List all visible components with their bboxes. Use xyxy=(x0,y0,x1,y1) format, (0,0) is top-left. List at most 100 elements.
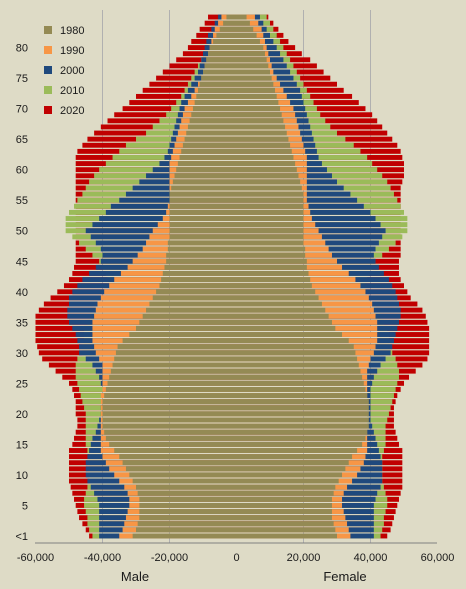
bar-male-1980-age-18 xyxy=(102,423,237,429)
bar-female-1980-age-15 xyxy=(236,441,363,447)
bar-female-1980-age-36 xyxy=(236,313,329,319)
bar-female-1980-age-83 xyxy=(236,26,254,32)
y-tick-label: 30 xyxy=(16,348,28,360)
bar-male-1980-age-11 xyxy=(125,466,237,472)
bar-female-1980-age-13 xyxy=(236,454,353,460)
bar-female-1980-age-9 xyxy=(236,478,339,484)
bar-male-1980-age-20 xyxy=(102,411,237,417)
bar-male-1980-age-78 xyxy=(206,57,237,63)
bar-male-1980-age-15 xyxy=(109,441,237,447)
bar-male-1980-age-83 xyxy=(219,26,237,32)
bar-female-1980-age-41 xyxy=(236,283,312,289)
bar-female-1980-age-39 xyxy=(236,295,319,301)
bar-male-1980-age-10 xyxy=(129,472,237,478)
bar-female-1980-age-67 xyxy=(236,124,286,130)
legend-swatch-1990 xyxy=(44,46,52,54)
bar-female-1980-age-68 xyxy=(236,118,284,124)
bar-male-1980-age-32 xyxy=(122,338,237,344)
y-tick-label: 25 xyxy=(16,378,28,390)
bar-male-1980-age-40 xyxy=(156,289,237,295)
bar-female-1980-age-58 xyxy=(236,179,301,185)
bar-female-1980-age-43 xyxy=(236,271,309,276)
bar-female-1980-age-34 xyxy=(236,325,336,331)
bar-female-1980-age-20 xyxy=(236,411,369,417)
bar-male-1980-age-85 xyxy=(226,14,237,20)
bar-female-1980-age-62 xyxy=(236,155,294,160)
bar-male-1980-age-33 xyxy=(129,332,237,337)
bar-female-1980-age-73 xyxy=(236,87,276,93)
bar-male-1980-age-67 xyxy=(187,124,237,130)
bar-female-1980-age-60 xyxy=(236,167,297,173)
bar-male-1980-age-79 xyxy=(208,51,237,57)
bar-female-1980-age-54 xyxy=(236,203,304,209)
bar-male-1980-age-44 xyxy=(164,264,237,270)
bar-female-1980-age-6 xyxy=(236,496,332,502)
bar-female-1980-age-85 xyxy=(236,14,247,20)
bar-female-1980-age-22 xyxy=(236,399,369,405)
bar-female-1980-age-2 xyxy=(236,521,334,527)
bar-male-1980-age-3 xyxy=(139,515,237,521)
bar-male-1980-age-42 xyxy=(161,277,237,283)
bar-female-1980-age-80 xyxy=(236,45,264,51)
bar-female-1980-age-76 xyxy=(236,69,270,75)
bar-male-1980-age-30 xyxy=(115,350,237,356)
bar-male-1980-age-23 xyxy=(104,393,237,399)
bar-male-1980-age-17 xyxy=(104,429,237,435)
bar-male-1980-age-5 xyxy=(139,503,237,508)
bar-female-1980-age-23 xyxy=(236,393,368,399)
bar-male-1980-age-48 xyxy=(167,240,237,246)
bar-male-1980-age-22 xyxy=(102,399,237,405)
bar-male-1980-age-66 xyxy=(186,130,237,136)
bar-female-1980-age-52 xyxy=(236,216,304,221)
bar-female-1980-age-47 xyxy=(236,246,306,252)
legend-label-1990: 1990 xyxy=(60,45,84,57)
bar-female-1980-age-84 xyxy=(236,20,250,26)
bar-male-1980-age-21 xyxy=(102,405,237,411)
legend-label-2020: 2020 xyxy=(60,105,84,117)
bars-group xyxy=(35,14,430,539)
bar-male-1980-age-4 xyxy=(139,509,237,515)
bar-male-1980-age-41 xyxy=(159,283,237,289)
bar-female-1980-age-66 xyxy=(236,130,287,136)
bar-female-1980-age-0 xyxy=(236,533,337,539)
bar-male-1980-age-7 xyxy=(137,490,237,496)
y-tick-label: 10 xyxy=(16,470,28,482)
bar-male-1980-age-60 xyxy=(176,167,237,173)
bar-male-1980-age-43 xyxy=(162,271,237,276)
x-axis-title-female: Female xyxy=(323,569,366,584)
bar-female-1980-age-64 xyxy=(236,142,291,148)
bar-male-1980-age-36 xyxy=(142,313,237,319)
bar-male-1980-age-31 xyxy=(117,344,237,350)
bar-female-1980-age-17 xyxy=(236,429,368,435)
bar-female-1980-age-11 xyxy=(236,466,346,472)
bar-female-1980-age-42 xyxy=(236,277,311,283)
bar-female-1980-age-12 xyxy=(236,460,349,466)
bar-female-1980-age-30 xyxy=(236,350,356,356)
bar-male-1980-age-64 xyxy=(182,142,237,148)
bar-male-1980-age-35 xyxy=(139,319,237,325)
bar-male-1980-age-25 xyxy=(107,380,237,386)
bar-female-1980-age-56 xyxy=(236,191,304,197)
bar-female-1980-age-45 xyxy=(236,258,307,264)
bar-male-1980-age-34 xyxy=(136,325,237,331)
bar-female-1980-age-25 xyxy=(236,380,364,386)
bar-male-1980-age-51 xyxy=(169,222,237,228)
bar-female-1980-age-4 xyxy=(236,509,332,515)
bar-female-1980-age-48 xyxy=(236,240,304,246)
bar-male-1980-age-74 xyxy=(199,81,237,87)
bar-female-1980-age-26 xyxy=(236,374,363,380)
bar-female-1980-age-28 xyxy=(236,362,359,368)
legend-label-2000: 2000 xyxy=(60,65,84,77)
bar-female-1980-age-53 xyxy=(236,209,304,215)
bar-female-1980-age-44 xyxy=(236,264,307,270)
bar-female-1980-age-35 xyxy=(236,319,332,325)
bar-female-1980-age-51 xyxy=(236,222,304,228)
bar-female-1980-age-24 xyxy=(236,387,366,392)
bar-male-1980-age-6 xyxy=(139,496,237,502)
bar-male-1980-age-46 xyxy=(166,252,237,258)
bar-male-1980-age-47 xyxy=(167,246,237,252)
y-tick-label: 60 xyxy=(16,165,28,177)
x-tick-label: -60,000 xyxy=(17,552,54,564)
bar-male-1980-age-29 xyxy=(114,356,237,362)
